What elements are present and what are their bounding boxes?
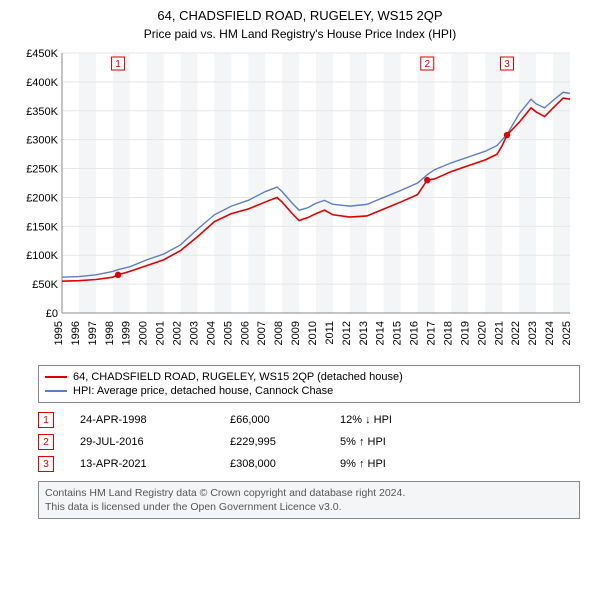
chart-title: 64, CHADSFIELD ROAD, RUGELEY, WS15 2QP xyxy=(0,0,600,23)
footer-attribution: Contains HM Land Registry data © Crown c… xyxy=(38,481,580,519)
svg-text:2001: 2001 xyxy=(155,321,167,345)
svg-text:£300K: £300K xyxy=(26,135,58,147)
transaction-date: 29-JUL-2016 xyxy=(80,436,230,448)
svg-text:2004: 2004 xyxy=(205,321,217,345)
svg-text:2021: 2021 xyxy=(493,321,505,345)
svg-text:2006: 2006 xyxy=(239,321,251,345)
svg-text:2000: 2000 xyxy=(138,321,150,345)
svg-text:1995: 1995 xyxy=(53,321,65,345)
svg-text:£200K: £200K xyxy=(26,192,58,204)
svg-text:2005: 2005 xyxy=(222,321,234,345)
chart-subtitle: Price paid vs. HM Land Registry's House … xyxy=(0,23,600,47)
svg-text:2008: 2008 xyxy=(273,321,285,345)
svg-text:2002: 2002 xyxy=(172,321,184,345)
svg-text:£450K: £450K xyxy=(26,48,58,60)
svg-text:£350K: £350K xyxy=(26,106,58,118)
svg-text:£250K: £250K xyxy=(26,164,58,176)
marker-dot-3 xyxy=(504,132,510,138)
svg-text:2025: 2025 xyxy=(561,321,573,345)
svg-text:2003: 2003 xyxy=(188,321,200,345)
svg-text:2007: 2007 xyxy=(256,321,268,345)
legend-label: HPI: Average price, detached house, Cann… xyxy=(73,385,333,397)
svg-text:2010: 2010 xyxy=(307,321,319,345)
svg-text:£150K: £150K xyxy=(26,221,58,233)
transaction-delta: 12% ↓ HPI xyxy=(340,414,440,426)
svg-text:2012: 2012 xyxy=(341,321,353,345)
svg-text:2022: 2022 xyxy=(510,321,522,345)
transaction-price: £66,000 xyxy=(230,414,340,426)
legend-label: 64, CHADSFIELD ROAD, RUGELEY, WS15 2QP (… xyxy=(73,371,403,383)
legend-swatch xyxy=(45,376,67,378)
footer-line2: This data is licensed under the Open Gov… xyxy=(45,500,573,514)
svg-text:1: 1 xyxy=(115,59,121,70)
footer-line1: Contains HM Land Registry data © Crown c… xyxy=(45,486,573,500)
transaction-row-1: 1 24-APR-1998£66,00012% ↓ HPI xyxy=(38,409,580,431)
svg-text:2019: 2019 xyxy=(459,321,471,345)
svg-text:1996: 1996 xyxy=(70,321,82,345)
transaction-marker: 2 xyxy=(38,434,54,450)
svg-text:1997: 1997 xyxy=(87,321,99,345)
svg-text:£0: £0 xyxy=(46,308,58,320)
legend: 64, CHADSFIELD ROAD, RUGELEY, WS15 2QP (… xyxy=(38,365,580,403)
svg-text:2018: 2018 xyxy=(442,321,454,345)
transaction-date: 24-APR-1998 xyxy=(80,414,230,426)
svg-text:2023: 2023 xyxy=(527,321,539,345)
legend-item-1: HPI: Average price, detached house, Cann… xyxy=(45,384,573,398)
svg-text:2020: 2020 xyxy=(476,321,488,345)
svg-text:£50K: £50K xyxy=(32,279,58,291)
svg-text:£100K: £100K xyxy=(26,250,58,262)
svg-text:1998: 1998 xyxy=(104,321,116,345)
chart-container: 64, CHADSFIELD ROAD, RUGELEY, WS15 2QP P… xyxy=(0,0,600,519)
svg-text:3: 3 xyxy=(504,59,510,70)
transaction-date: 13-APR-2021 xyxy=(80,458,230,470)
transactions-table: 1 24-APR-1998£66,00012% ↓ HPI 2 29-JUL-2016… xyxy=(38,409,580,475)
svg-text:2016: 2016 xyxy=(409,321,421,345)
transaction-delta: 9% ↑ HPI xyxy=(340,458,440,470)
svg-text:2017: 2017 xyxy=(426,321,438,345)
marker-dot-1 xyxy=(115,272,121,278)
transaction-marker: 3 xyxy=(38,456,54,472)
legend-swatch xyxy=(45,390,67,392)
svg-text:2015: 2015 xyxy=(392,321,404,345)
transaction-price: £308,000 xyxy=(230,458,340,470)
svg-text:2024: 2024 xyxy=(544,321,556,345)
marker-dot-2 xyxy=(424,177,430,183)
transaction-row-2: 2 29-JUL-2016£229,9955% ↑ HPI xyxy=(38,431,580,453)
transaction-price: £229,995 xyxy=(230,436,340,448)
transaction-row-3: 3 13-APR-2021£308,0009% ↑ HPI xyxy=(38,453,580,475)
svg-text:2009: 2009 xyxy=(290,321,302,345)
legend-item-0: 64, CHADSFIELD ROAD, RUGELEY, WS15 2QP (… xyxy=(45,370,573,384)
chart-plot: £0 £50K £100K £150K £200K £250K £300K £350K £400… xyxy=(20,47,580,357)
svg-text:1999: 1999 xyxy=(121,321,133,345)
transaction-delta: 5% ↑ HPI xyxy=(340,436,440,448)
transaction-marker: 1 xyxy=(38,412,54,428)
svg-text:2011: 2011 xyxy=(324,321,336,345)
svg-text:£400K: £400K xyxy=(26,77,58,89)
svg-text:2014: 2014 xyxy=(375,321,387,345)
svg-text:2: 2 xyxy=(424,59,430,70)
svg-text:2013: 2013 xyxy=(358,321,370,345)
